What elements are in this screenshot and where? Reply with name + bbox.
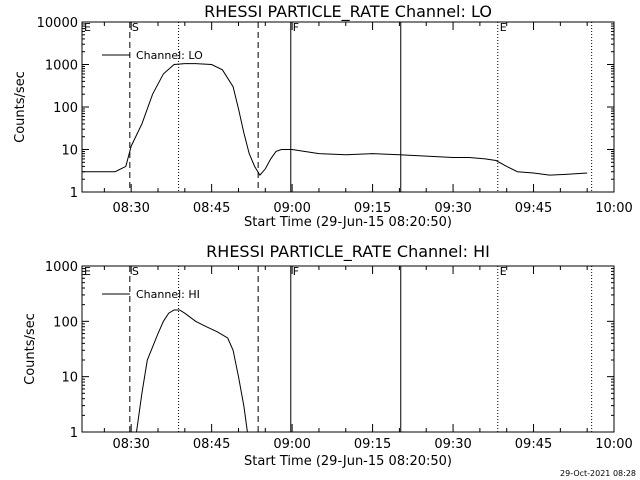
x-tick-label: 08:30 — [112, 201, 149, 216]
x-tick-label: 09:45 — [515, 437, 552, 452]
marker-label: S — [132, 265, 139, 278]
y-tick-label: 100 — [53, 101, 78, 116]
x-tick-label: 10:00 — [595, 201, 632, 216]
x-tick-label: 09:30 — [434, 437, 471, 452]
y-tick-label: 10 — [61, 144, 78, 159]
marker-label: E — [84, 21, 91, 34]
x-tick-label: 09:15 — [354, 201, 391, 216]
x-tick-label: 08:30 — [112, 437, 149, 452]
plot-frame — [81, 21, 615, 193]
y-tick-label: 1 — [70, 186, 78, 201]
legend-label: Channel: HI — [136, 288, 200, 301]
y-tick-label: 1000 — [45, 260, 78, 275]
legend-label: Channel: LO — [136, 49, 203, 62]
x-tick-label: 10:00 — [595, 437, 632, 452]
x-tick-label: 09:30 — [434, 201, 471, 216]
y-tick-label: 1 — [70, 426, 78, 441]
x-tick-label: 09:15 — [354, 437, 391, 452]
x-tick-label: 09:00 — [273, 437, 310, 452]
x-tick-label: 08:45 — [193, 437, 230, 452]
marker-label: E — [500, 21, 507, 34]
y-tick-label: 1000 — [45, 59, 78, 74]
x-axis-label: Start Time (29-Jun-15 08:20:50) — [244, 454, 452, 469]
lo-channel-panel: RHESSI PARTICLE_RATE Channel: LO 1 10 100 10… — [13, 2, 633, 230]
y-axis-label: Counts/sec — [23, 313, 38, 385]
marker-label: F — [293, 265, 299, 278]
y-tick-label: 100 — [53, 315, 78, 330]
x-axis-label: Start Time (29-Jun-15 08:20:50) — [244, 215, 452, 230]
x-tick-label: 09:45 — [515, 201, 552, 216]
series-line — [136, 309, 248, 433]
chart-title: RHESSI PARTICLE_RATE Channel: LO — [204, 2, 492, 22]
y-tick-label: 10 — [61, 371, 78, 386]
chart-title: RHESSI PARTICLE_RATE Channel: HI — [206, 242, 490, 262]
marker-label: S — [132, 21, 139, 34]
hi-channel-panel: RHESSI PARTICLE_RATE Channel: HI 1 10 100 10… — [23, 242, 633, 469]
marker-label: E — [500, 265, 507, 278]
timestamp-stamp: 29-Oct-2021 08:28 — [560, 469, 636, 478]
plot-frame — [81, 265, 615, 433]
x-tick-label: 09:00 — [273, 201, 310, 216]
marker-label: E — [84, 265, 91, 278]
y-tick-label: 10000 — [37, 16, 78, 31]
y-axis-label: Counts/sec — [13, 71, 28, 143]
marker-label: F — [293, 21, 299, 34]
series-line — [82, 63, 588, 176]
x-tick-label: 08:45 — [193, 201, 230, 216]
